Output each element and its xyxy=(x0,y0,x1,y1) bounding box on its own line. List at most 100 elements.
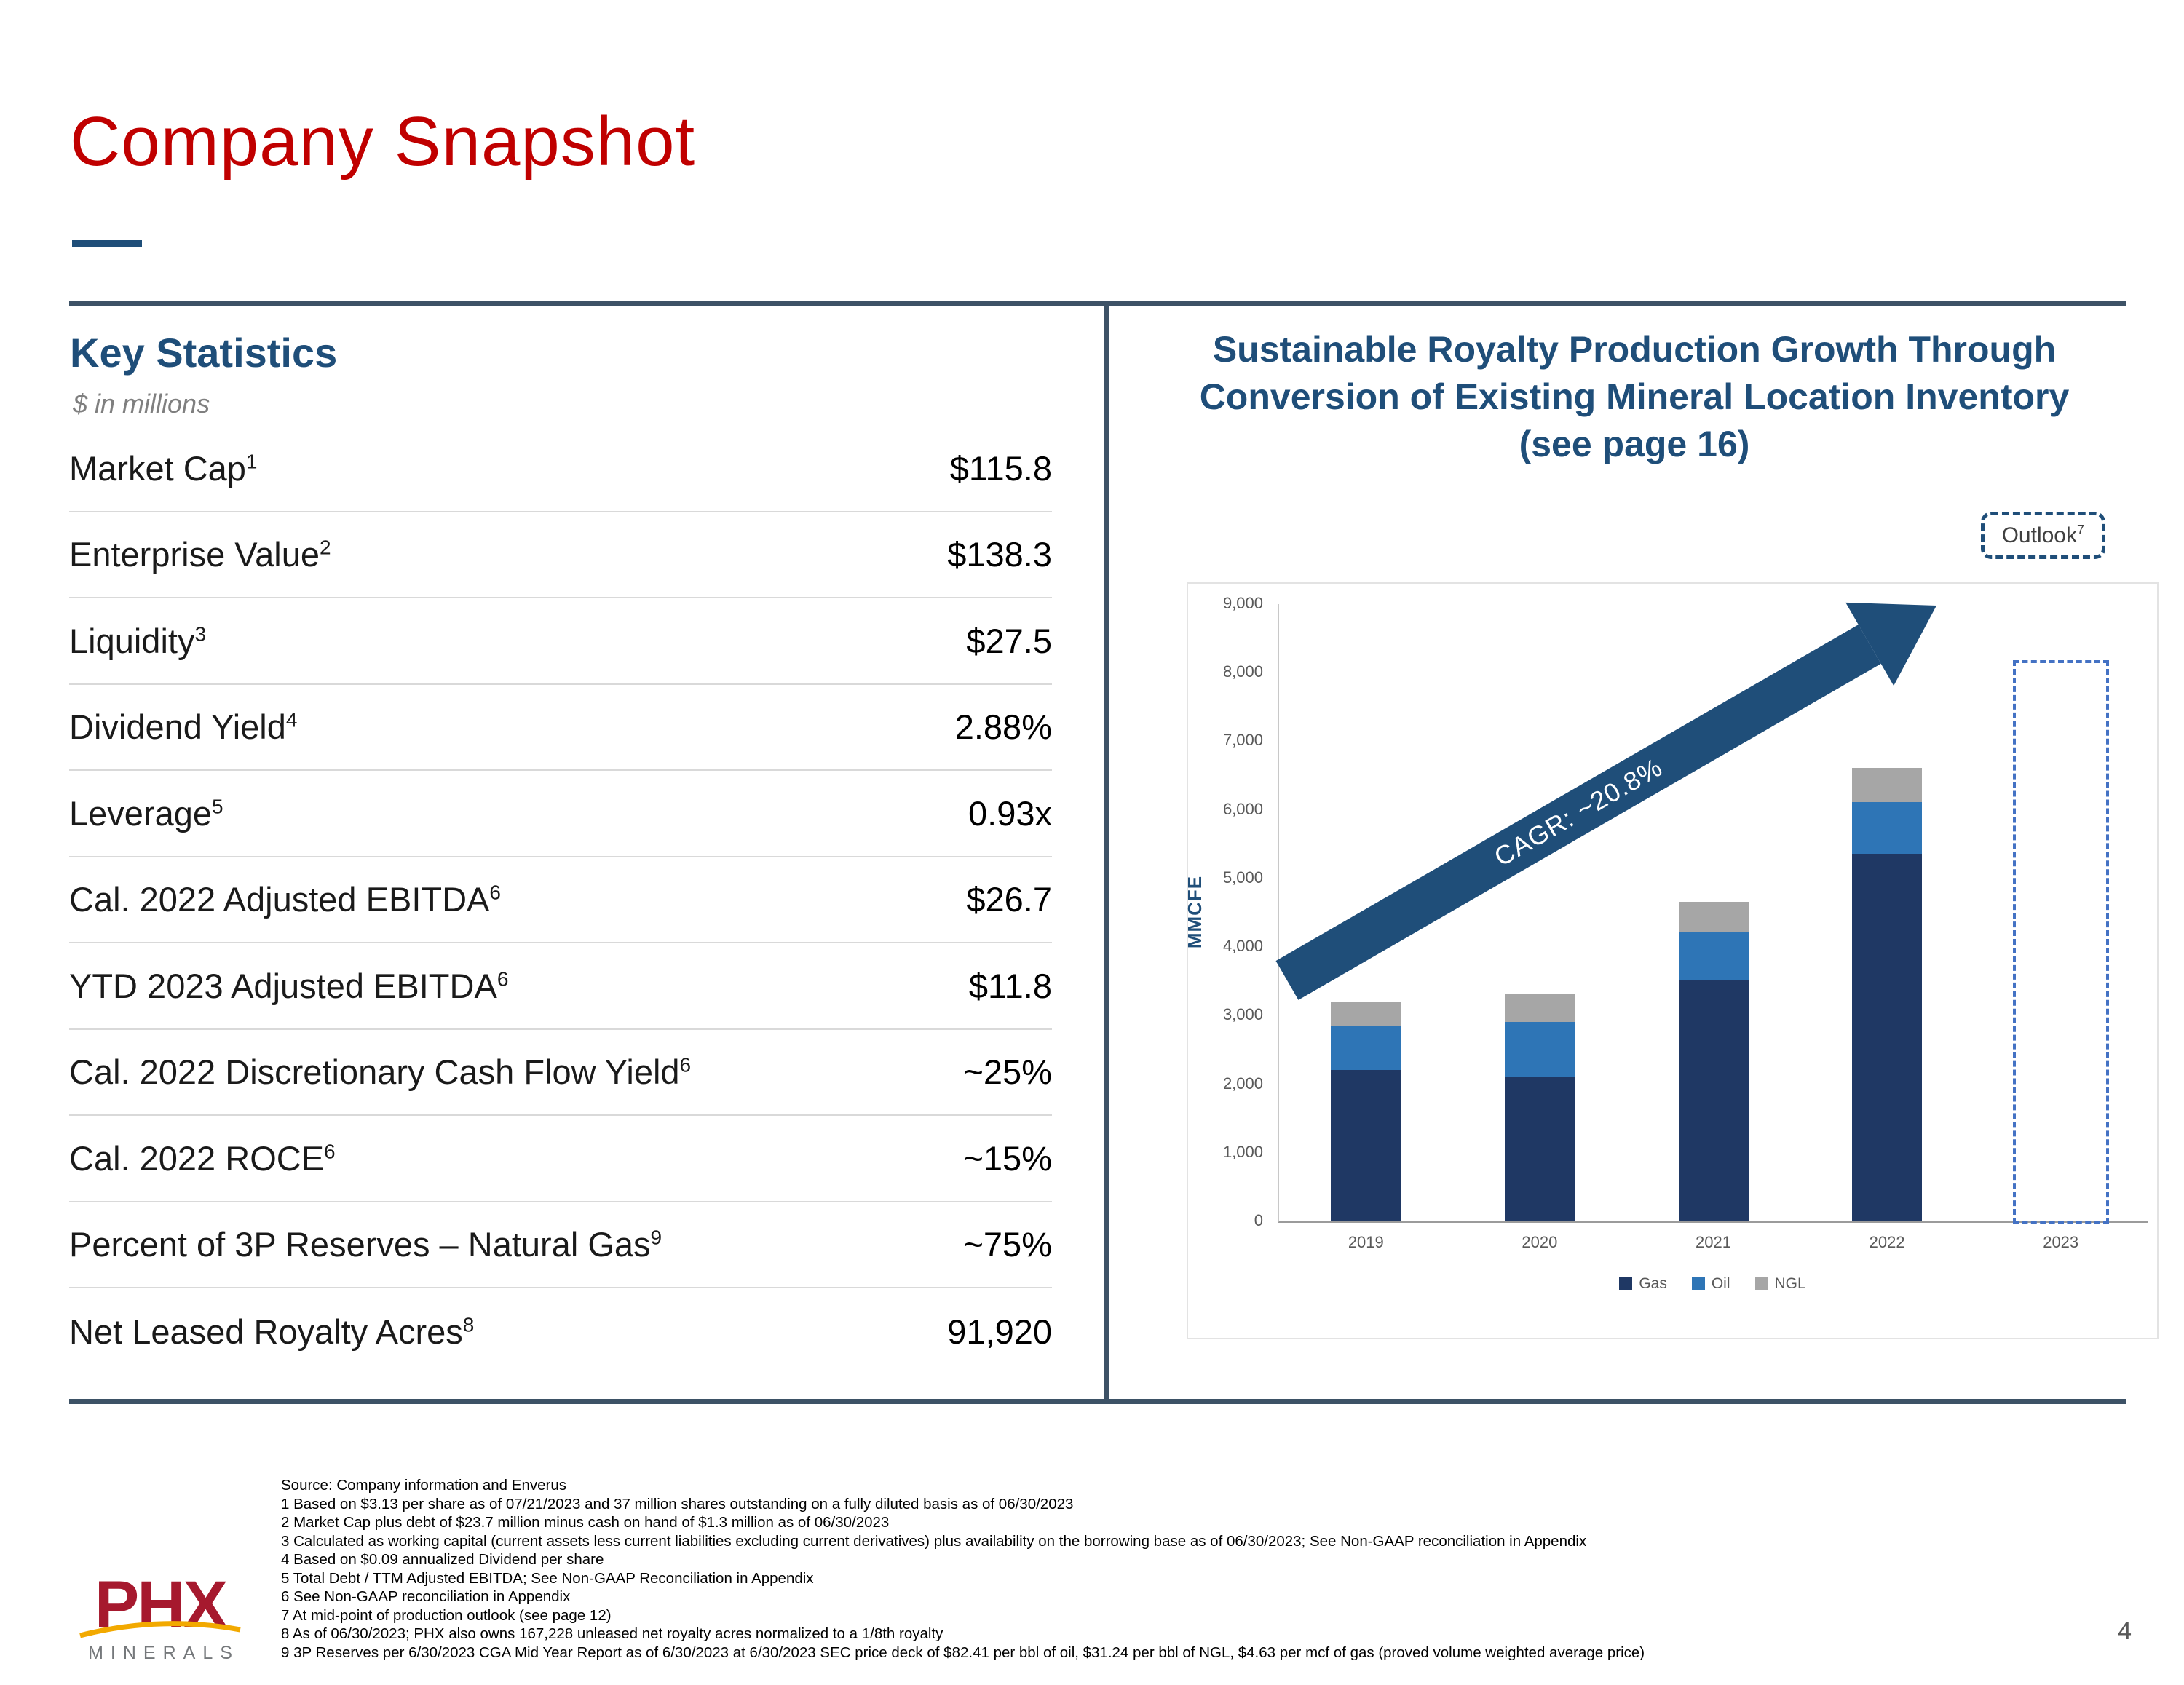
stat-value: $138.3 xyxy=(947,535,1052,574)
stat-footnote-sup: 5 xyxy=(212,795,223,818)
y-tick-label: 0 xyxy=(1254,1211,1263,1229)
y-tick-label: 8,000 xyxy=(1222,662,1263,681)
chart-legend: Gas Oil NGL xyxy=(1278,1275,2148,1293)
footnote-line: 7 At mid-point of production outlook (se… xyxy=(281,1606,612,1624)
footnote-line: 2 Market Cap plus debt of $23.7 million … xyxy=(281,1514,890,1531)
stat-row: Cal. 2022 ROCE6 ~15% xyxy=(69,1116,1052,1202)
outlook-footnote-sup: 7 xyxy=(2076,523,2084,537)
y-tick-label: 5,000 xyxy=(1222,868,1263,887)
logo-subtext: MINERALS xyxy=(88,1643,240,1664)
footnotes-block: Source: Company information and Enverus 1… xyxy=(281,1476,2145,1662)
section-divider-bottom xyxy=(69,1399,2126,1404)
legend-swatch-icon xyxy=(1691,1277,1705,1290)
legend-swatch-icon xyxy=(1619,1277,1633,1290)
footnote-line: 3 Calculated as working capital (current… xyxy=(281,1532,1587,1550)
stacked-bar-2022 xyxy=(1852,767,1923,1221)
stat-value: 2.88% xyxy=(954,707,1052,747)
bar-segment-oil xyxy=(1852,801,1923,854)
logo-swoosh-icon xyxy=(79,1621,241,1638)
bar-segment-ngl xyxy=(1852,767,1923,802)
stat-value: $11.8 xyxy=(968,966,1052,1005)
stat-label: YTD 2023 Adjusted EBITDA6 xyxy=(69,966,509,1005)
stat-value: ~15% xyxy=(963,1138,1052,1178)
stat-footnote-sup: 6 xyxy=(679,1053,692,1077)
stat-footnote-sup: 6 xyxy=(324,1140,336,1163)
stat-label: Market Cap1 xyxy=(69,448,258,488)
stat-value: $27.5 xyxy=(966,621,1052,660)
stat-row: Liquidity3 $27.5 xyxy=(69,598,1052,685)
stat-footnote-sup: 6 xyxy=(489,881,501,904)
footnote-line: 4 Based on $0.09 annualized Dividend per… xyxy=(281,1551,604,1568)
title-accent-line xyxy=(72,240,142,247)
stat-value: ~75% xyxy=(963,1225,1052,1264)
stacked-bar-2021 xyxy=(1678,901,1749,1221)
plot-area: 0 1,000 2,000 3,000 4,000 5,000 6,000 7,000 8,00… xyxy=(1223,594,2148,1251)
stat-row: Cal. 2022 Discretionary Cash Flow Yield6… xyxy=(69,1030,1052,1116)
bar-segment-oil xyxy=(1678,932,1749,981)
outlook-label-chip: Outlook7 xyxy=(1980,512,2105,559)
stat-label: Enterprise Value2 xyxy=(69,535,331,574)
stat-footnote-sup: 2 xyxy=(320,536,331,559)
stat-value: ~25% xyxy=(963,1052,1052,1092)
stat-row: Percent of 3P Reserves – Natural Gas9 ~75… xyxy=(69,1202,1052,1288)
stat-label: Leverage5 xyxy=(69,793,223,833)
legend-label: NGL xyxy=(1774,1275,1806,1292)
outlook-bar-2023 xyxy=(2012,659,2109,1224)
footnote-line: 8 As of 06/30/2023; PHX also owns 167,22… xyxy=(281,1625,943,1642)
x-axis-label: 2020 xyxy=(1522,1233,1558,1251)
stat-footnote-sup: 6 xyxy=(496,967,509,991)
legend-label: Oil xyxy=(1711,1275,1730,1292)
stat-row: Leverage5 0.93x xyxy=(69,771,1052,857)
footnote-line: 1 Based on $3.13 per share as of 07/21/2… xyxy=(281,1495,1074,1512)
stat-value: $115.8 xyxy=(949,448,1052,488)
key-statistics-heading: Key Statistics xyxy=(70,330,338,376)
stat-footnote-sup: 9 xyxy=(650,1226,662,1249)
chart-heading: Sustainable Royalty Production Growth Th… xyxy=(1136,326,2133,468)
bar-segment-gas xyxy=(1504,1077,1575,1221)
bar-segment-ngl xyxy=(1504,994,1575,1023)
stat-label: Dividend Yield4 xyxy=(69,707,298,747)
stat-footnote-sup: 3 xyxy=(194,622,207,646)
x-axis-label: 2019 xyxy=(1348,1233,1384,1251)
legend-swatch-icon xyxy=(1754,1277,1768,1290)
bar-segment-gas xyxy=(1331,1070,1401,1221)
x-axis-label: 2023 xyxy=(2043,1233,2079,1251)
y-tick-label: 1,000 xyxy=(1222,1142,1263,1161)
stat-label: Net Leased Royalty Acres8 xyxy=(69,1312,475,1351)
bar-segment-oil xyxy=(1331,1025,1401,1071)
stat-row: Enterprise Value2 $138.3 xyxy=(69,512,1052,598)
page-number: 4 xyxy=(2118,1617,2132,1645)
x-axis-label: 2022 xyxy=(1869,1233,1905,1251)
legend-item-oil: Oil xyxy=(1691,1275,1730,1293)
section-divider-top xyxy=(69,301,2126,306)
stat-footnote-sup: 8 xyxy=(462,1313,475,1336)
bar-segment-gas xyxy=(1852,853,1923,1221)
stat-row: YTD 2023 Adjusted EBITDA6 $11.8 xyxy=(69,943,1052,1030)
stat-value: $26.7 xyxy=(966,880,1052,919)
y-axis-label: MMCFE xyxy=(1183,875,1206,949)
y-tick-label: 3,000 xyxy=(1222,1005,1263,1024)
stat-footnote-sup: 1 xyxy=(245,450,258,473)
stat-row: Dividend Yield4 2.88% xyxy=(69,685,1052,771)
units-note: $ in millions xyxy=(73,389,210,419)
y-tick-label: 7,000 xyxy=(1222,731,1263,750)
phx-minerals-logo: PHX MINERALS xyxy=(69,1571,251,1664)
stat-label: Cal. 2022 Discretionary Cash Flow Yield6 xyxy=(69,1052,692,1092)
footnote-line: 9 3P Reserves per 6/30/2023 CGA Mid Year… xyxy=(281,1644,1645,1661)
page-title: Company Snapshot xyxy=(70,103,696,181)
chart-heading-line1: Sustainable Royalty Production Growth Th… xyxy=(1212,329,2057,370)
footnote-line: 5 Total Debt / TTM Adjusted EBITDA; See … xyxy=(281,1569,814,1587)
legend-item-gas: Gas xyxy=(1619,1275,1667,1293)
stat-row: Cal. 2022 Adjusted EBITDA6 $26.7 xyxy=(69,857,1052,943)
chart-heading-line3: (see page 16) xyxy=(1519,424,1750,464)
stat-value: 0.93x xyxy=(968,793,1052,833)
footnote-line: Source: Company information and Enverus xyxy=(281,1477,566,1494)
section-divider-vertical xyxy=(1104,301,1109,1404)
stacked-bar-2020 xyxy=(1504,994,1575,1221)
stat-label: Liquidity3 xyxy=(69,621,207,660)
y-tick-label: 9,000 xyxy=(1222,594,1263,612)
y-tick-label: 4,000 xyxy=(1222,937,1263,956)
x-axis-label: 2021 xyxy=(1696,1233,1731,1251)
stacked-bar-2019 xyxy=(1331,1001,1401,1221)
